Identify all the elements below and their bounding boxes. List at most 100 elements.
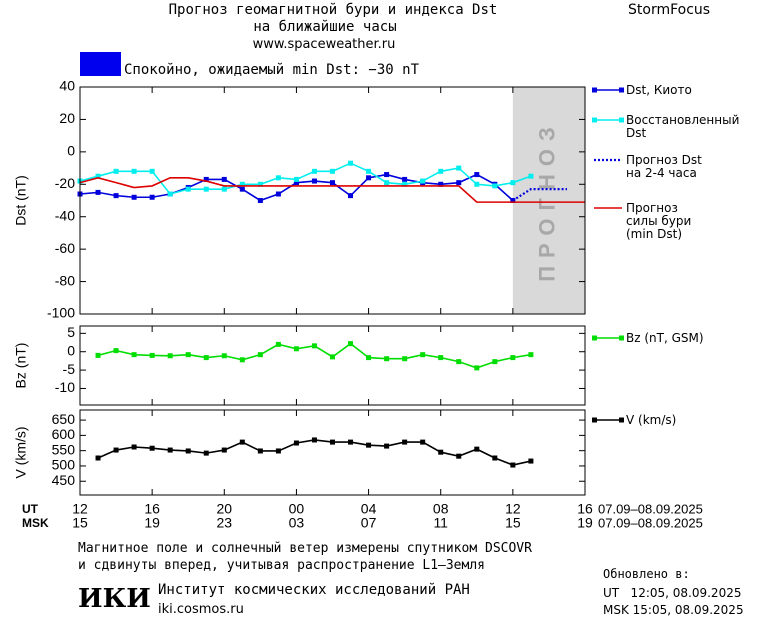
- legend-label: V (km/s): [626, 413, 677, 427]
- x-tick-label: 19: [144, 515, 160, 531]
- y-tick-label: 600: [52, 426, 76, 442]
- legend-marker: [619, 117, 624, 123]
- x-tick-label: 15: [505, 515, 521, 531]
- point: [492, 359, 498, 365]
- point: [474, 172, 480, 178]
- point: [510, 462, 516, 468]
- legend-label: Прогноз силы бури (min Dst): [626, 201, 692, 241]
- point: [95, 173, 101, 179]
- point: [311, 168, 317, 174]
- x-tick-label: 11: [433, 515, 448, 531]
- legend-label: Прогноз Dst на 2-4 часа: [626, 153, 702, 180]
- point: [330, 168, 335, 174]
- point: [330, 354, 335, 360]
- updated-msk: MSK 15:05, 08.09.2025: [603, 603, 744, 617]
- point: [366, 355, 372, 361]
- point: [221, 176, 227, 182]
- point: [95, 189, 101, 195]
- point: [492, 183, 498, 189]
- y-tick-label: 450: [52, 472, 76, 488]
- x-tick-label: 04: [361, 501, 377, 517]
- point: [149, 445, 155, 451]
- point: [113, 168, 119, 174]
- point: [311, 437, 317, 443]
- x-tick-label: 15: [72, 515, 88, 531]
- institute: Институт космических исследований РАН: [158, 582, 470, 598]
- plot-frame: [79, 325, 586, 406]
- point: [167, 353, 173, 359]
- y-tick-label: 5: [67, 324, 75, 340]
- point: [456, 165, 462, 171]
- point: [275, 175, 281, 181]
- forecast-region: [512, 87, 585, 314]
- status: Спокойно, ожидаемый min Dst: −30 nT: [124, 62, 420, 78]
- y-tick-label: 500: [52, 457, 76, 473]
- point: [420, 178, 426, 184]
- series-line: [79, 176, 585, 203]
- point: [384, 356, 390, 362]
- y-axis-label: Dst (nT): [13, 175, 29, 226]
- point: [203, 186, 209, 192]
- point: [239, 181, 245, 187]
- y-axis-label: V (km/s): [13, 426, 29, 478]
- point: [510, 180, 516, 186]
- series-line: [97, 439, 532, 466]
- y-tick-label: 650: [52, 411, 76, 427]
- point: [438, 449, 444, 455]
- point: [420, 352, 426, 358]
- x-tick-label: 12: [72, 501, 88, 517]
- x-tick-label: 03: [289, 515, 305, 531]
- y-tick-label: -60: [55, 240, 75, 256]
- y-tick-label: 550: [52, 441, 76, 457]
- point: [95, 352, 101, 358]
- plot-frame: [79, 86, 586, 315]
- legend-marker: [592, 117, 597, 123]
- point: [239, 357, 245, 363]
- point: [221, 447, 227, 453]
- legend-marker: [592, 87, 597, 93]
- point: [311, 178, 317, 184]
- point: [113, 193, 119, 199]
- point: [384, 443, 390, 449]
- point: [113, 447, 119, 453]
- point: [348, 341, 354, 347]
- point: [239, 186, 245, 192]
- point: [185, 352, 191, 358]
- point: [402, 176, 408, 182]
- point: [131, 444, 137, 450]
- x-row-label: UT: [22, 502, 39, 516]
- point: [366, 175, 372, 181]
- subtitle: на ближайшие часы: [253, 19, 397, 35]
- y-tick-label: -80: [55, 272, 75, 288]
- brand: StormFocus: [628, 2, 711, 18]
- point: [257, 352, 263, 358]
- forecast-label: ПРОГНОЗ: [535, 119, 560, 282]
- updated-ut: UT 12:05, 08.09.2025: [603, 586, 742, 600]
- y-tick-label: -40: [55, 207, 75, 223]
- legend-marker: [619, 335, 624, 341]
- point: [95, 455, 101, 461]
- note: Магнитное поле и солнечный ветер измерен…: [78, 541, 532, 556]
- point: [311, 343, 317, 349]
- legend-marker: [592, 417, 597, 423]
- point: [402, 439, 408, 445]
- date-label: 07.09–08.09.2025: [598, 515, 703, 530]
- point: [330, 180, 335, 186]
- point: [131, 194, 137, 200]
- y-tick-label: -20: [55, 175, 75, 191]
- y-tick-label: -100: [47, 305, 75, 321]
- logo: ИКИ: [78, 584, 151, 614]
- point: [239, 439, 245, 445]
- x-tick-label: 16: [577, 501, 593, 517]
- status-box: [80, 52, 121, 76]
- point: [131, 168, 137, 174]
- series-line: [512, 188, 567, 202]
- point: [131, 352, 137, 358]
- point: [149, 194, 155, 200]
- legend-marker: [592, 335, 597, 341]
- point: [257, 448, 263, 454]
- y-tick-label: -10: [55, 379, 75, 395]
- y-tick-label: 0: [67, 143, 75, 159]
